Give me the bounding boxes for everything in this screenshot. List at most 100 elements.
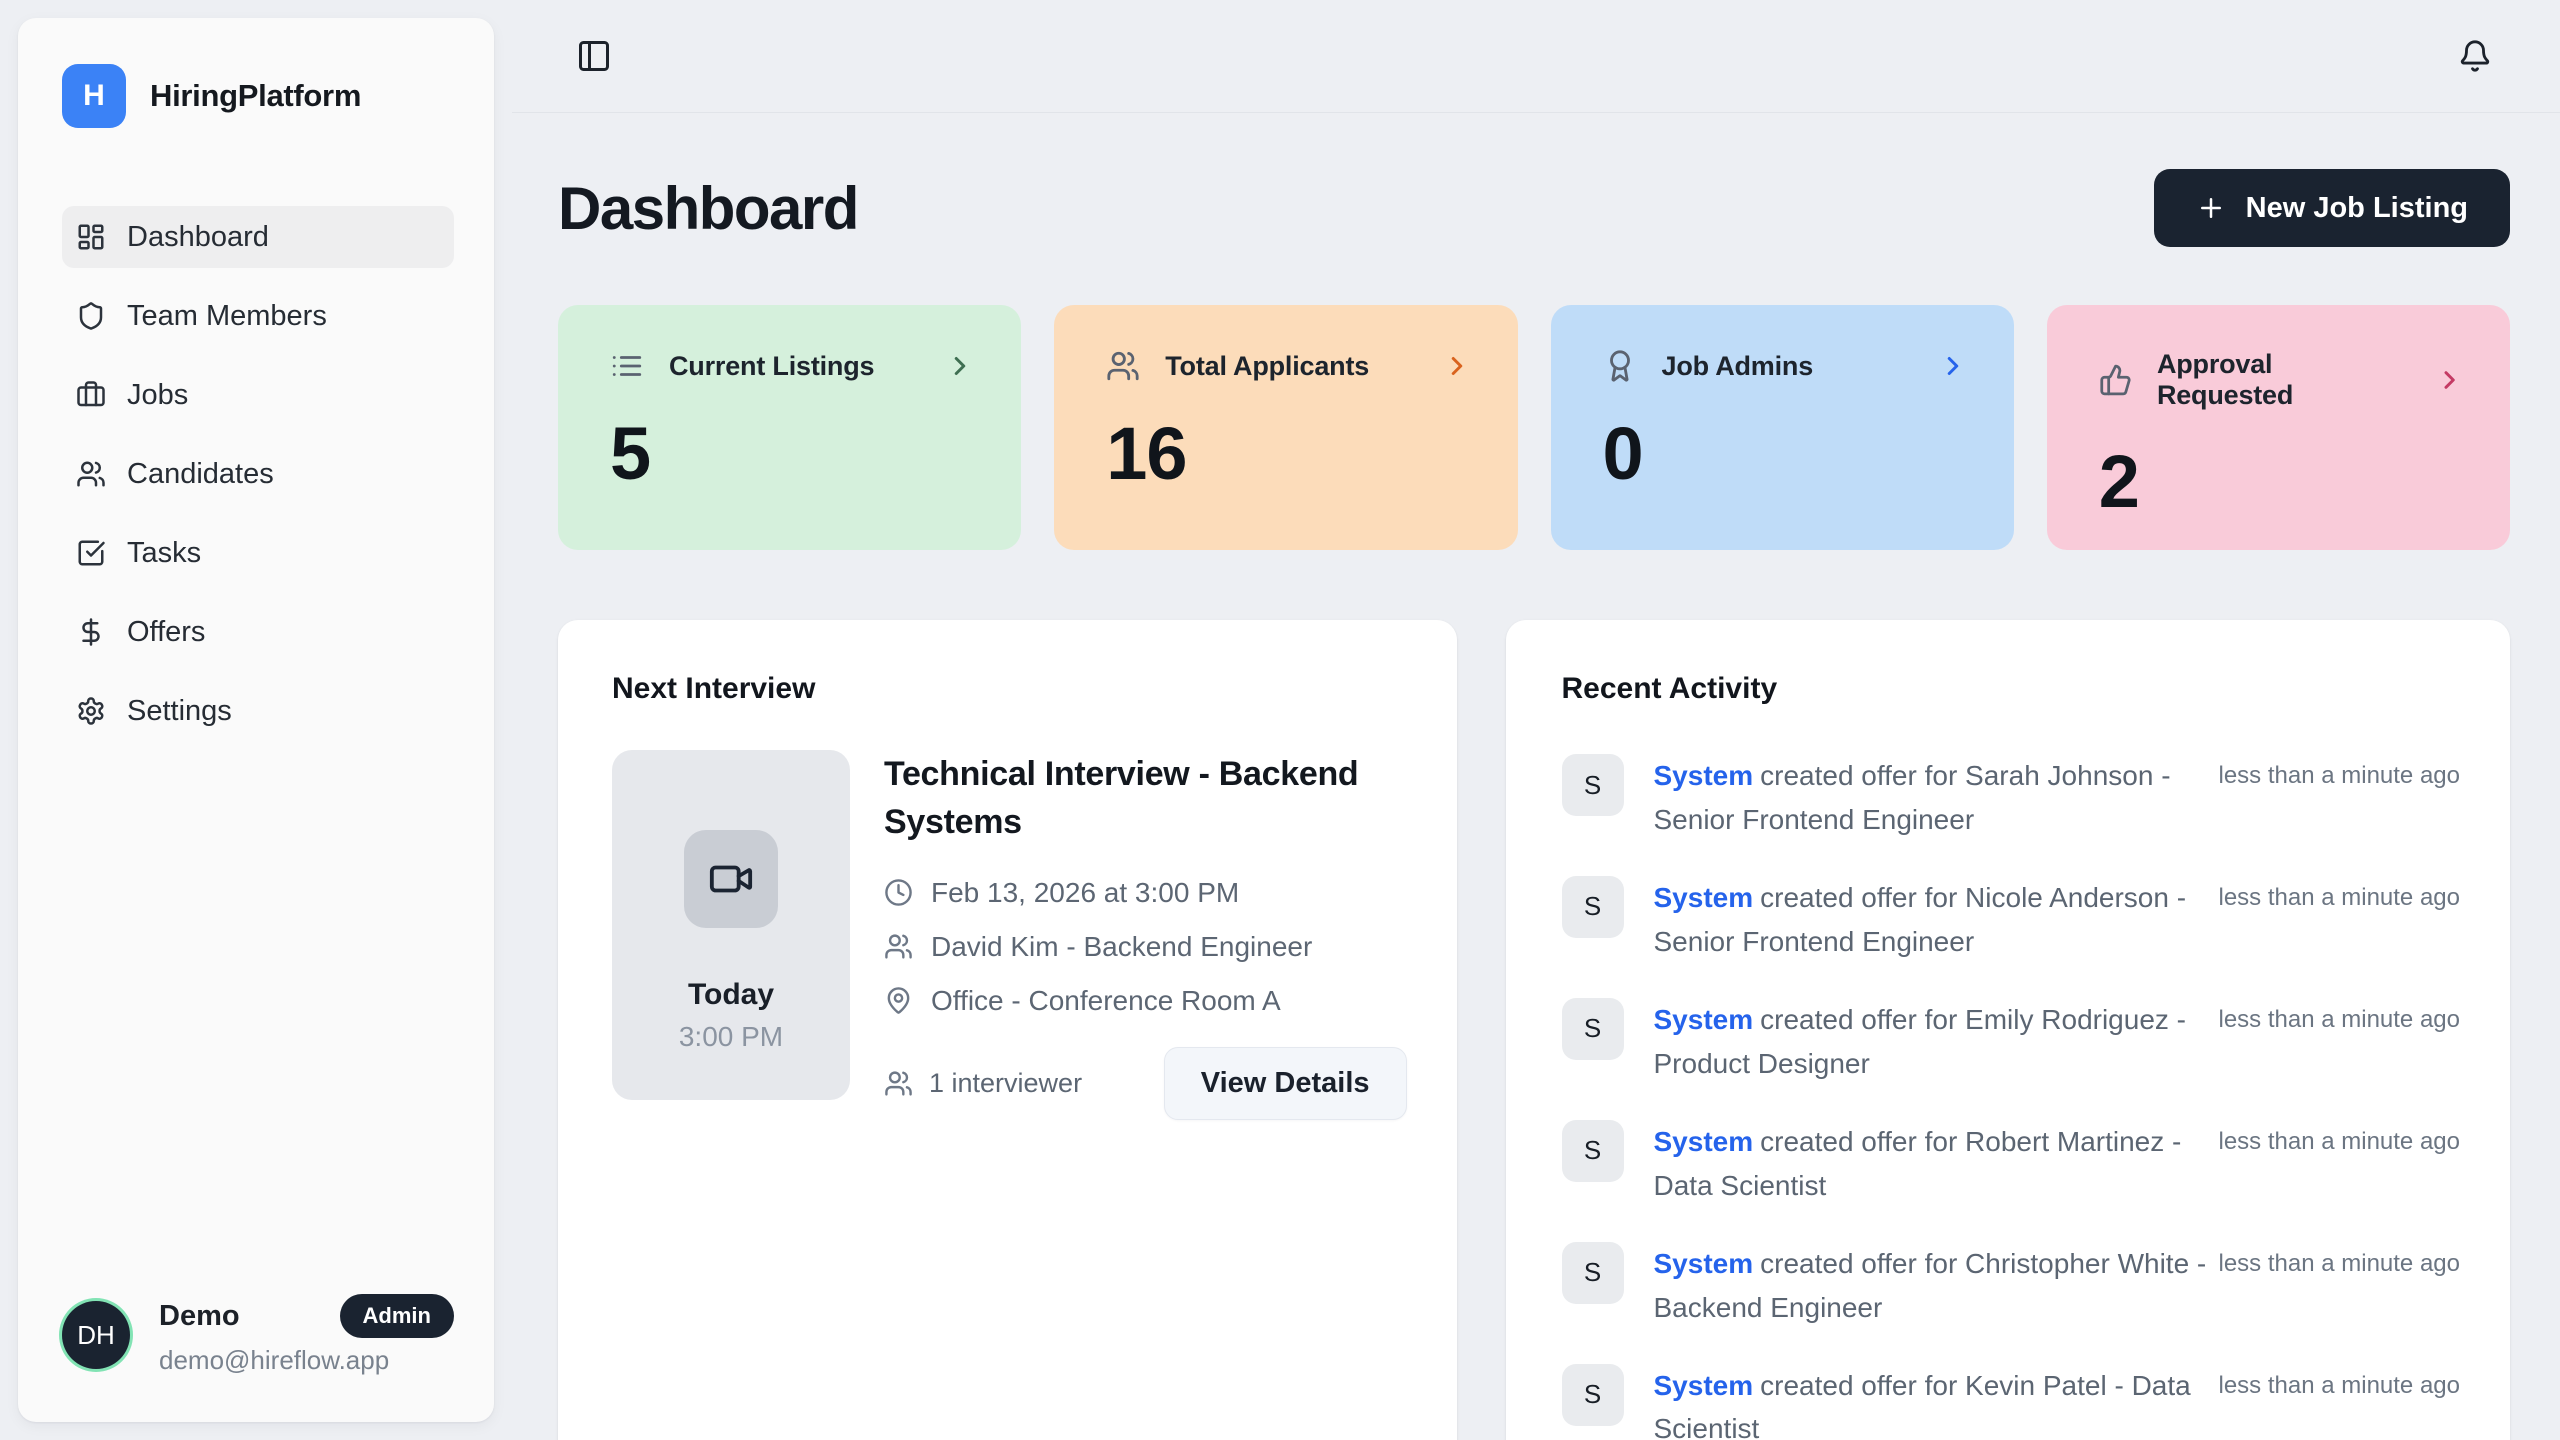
activity-actor-link[interactable]: System [1653,760,1754,791]
stat-card-current-listings[interactable]: Current Listings 5 [558,305,1022,550]
stat-value: 0 [1602,412,1644,495]
chevron-right-icon [955,357,966,375]
activity-actor-link[interactable]: System [1653,1003,1754,1035]
video-camera-icon [709,865,753,893]
activity-list: S System created offer for Sarah Johnson … [1561,754,2461,1440]
activity-item: S System created offer for Robert Martine… [1561,1119,2461,1208]
activity-item: S System created offer for Kevin Patel - … [1561,1363,2461,1440]
stat-card-job-admins[interactable]: Job Admins 0 [1550,305,2014,550]
activity-actor-link[interactable]: System [1653,1247,1754,1279]
chevron-right-icon [1451,357,1462,375]
user-section[interactable]: DH Demo Admin demo@hireflow.app [62,1294,454,1376]
topbar [512,0,2560,113]
interview-datetime-row: Feb 13, 2026 at 3:00 PM [884,877,1407,909]
sidebar-item-label: Dashboard [127,220,269,253]
gear-icon [78,697,104,725]
shield-icon [79,302,103,330]
interview-datetime: Feb 13, 2026 at 3:00 PM [931,876,1240,908]
check-square-icon [78,540,105,566]
sidebar-item-label: Settings [127,694,232,727]
page-header: Dashboard New Job Listing [558,169,2510,247]
brand: H HiringPlatform [62,64,454,128]
next-interview-title: Next Interview [612,672,816,705]
interview-candidate: David Kim - Backend Engineer [931,930,1313,962]
activity-actor-link[interactable]: System [1653,1125,1754,1157]
activity-avatar: S [1561,754,1624,816]
interview-title: Technical Interview - Backend Systems [884,755,1359,842]
interview-candidate-row: David Kim - Backend Engineer [884,931,1407,963]
new-job-listing-button[interactable]: New Job Listing [2153,169,2510,247]
activity-message: created offer for Robert Martinez - Data… [1653,1125,2182,1201]
activity-avatar: S [1561,1119,1624,1182]
activity-timestamp: less than a minute ago [2218,1371,2461,1399]
activity-timestamp: less than a minute ago [2218,1249,2461,1277]
users-icon [77,461,105,487]
bell-icon[interactable] [2458,39,2492,73]
activity-timestamp: less than a minute ago [2218,1005,2461,1033]
clock-icon [885,879,912,906]
sidebar-item-tasks[interactable]: Tasks [62,522,454,584]
users-icon [885,934,912,959]
activity-actor-link[interactable]: System [1653,1369,1754,1401]
main-area: Dashboard New Job Listing Current Listin… [512,0,2560,1440]
role-badge: Admin [339,1294,454,1338]
activity-avatar: S [1561,1363,1624,1426]
recent-activity-title: Recent Activity [1561,672,1778,705]
stat-card-approval-requested[interactable]: Approval Requested 2 [2046,305,2510,550]
sidebar-item-dashboard[interactable]: Dashboard [62,206,454,268]
stat-card-total-applicants[interactable]: Total Applicants 16 [1054,305,1518,550]
activity-avatar: S [1561,875,1624,938]
activity-timestamp: less than a minute ago [2218,762,2461,789]
plus-icon [2200,198,2221,218]
activity-avatar: S [1561,1241,1624,1304]
stat-label: Total Applicants [1165,350,1370,381]
activity-avatar: S [1561,997,1624,1060]
interview-day-label: Today [687,978,775,1011]
sidebar-item-offers[interactable]: Offers [62,601,454,663]
stat-label: Current Listings [669,350,875,381]
map-pin-icon [887,987,910,1014]
dashboard-content: Dashboard New Job Listing Current Listin… [512,113,2560,1440]
activity-item: S System created offer for Sarah Johnson … [1561,754,2461,842]
sidebar-item-team-members[interactable]: Team Members [62,285,454,347]
sidebar: H HiringPlatform Dashboard Team Members … [18,18,494,1422]
next-interview-card: Next Interview Today 3:00 PM Technical I… [558,620,1457,1440]
sidebar-toggle-icon[interactable] [576,38,612,74]
sidebar-nav: Dashboard Team Members Jobs Candidates T… [62,206,454,742]
brand-name: HiringPlatform [150,78,362,113]
activity-actor-link[interactable]: System [1653,881,1754,913]
interview-time-label: 3:00 PM [678,1021,784,1052]
stat-label: Job Admins [1661,350,1814,381]
sidebar-item-label: Team Members [127,299,327,332]
chevron-right-icon [1947,357,1958,375]
recent-activity-card: Recent Activity S System created offer fo… [1505,620,2510,1440]
chevron-right-icon [2444,371,2455,389]
interview-location: Office - Conference Room A [931,984,1281,1016]
new-job-listing-label: New Job Listing [2245,191,2468,224]
sidebar-item-settings[interactable]: Settings [62,680,454,742]
user-email: demo@hireflow.app [159,1345,390,1375]
sidebar-item-label: Jobs [127,378,189,411]
dollar-icon [82,618,100,646]
page-title: Dashboard [558,174,859,242]
activity-message: created offer for Christopher White - Ba… [1653,1247,2207,1323]
activity-timestamp: less than a minute ago [2218,1127,2461,1155]
activity-message: created offer for Emily Rodriguez - Prod… [1653,1003,2187,1079]
users-icon [1107,351,1139,381]
list-icon [612,356,642,376]
stat-value: 16 [1106,412,1187,495]
sidebar-item-label: Candidates [127,457,274,490]
avatar: DH [62,1301,130,1369]
stat-value: 2 [2098,440,2140,523]
briefcase-icon [77,381,105,407]
sidebar-item-candidates[interactable]: Candidates [62,443,454,505]
view-details-button[interactable]: View Details [1163,1046,1407,1120]
thumbs-up-icon [2100,364,2131,396]
stat-value: 5 [610,412,651,495]
activity-message: created offer for Nicole Anderson - Seni… [1653,881,2187,957]
activity-item: S System created offer for Nicole Anderso… [1561,875,2460,964]
activity-message: created offer for Kevin Patel - Data Sci… [1653,1369,2191,1440]
brand-logo: H [62,64,126,128]
sidebar-item-jobs[interactable]: Jobs [62,364,454,426]
stat-label: Approval Requested [2156,349,2294,410]
